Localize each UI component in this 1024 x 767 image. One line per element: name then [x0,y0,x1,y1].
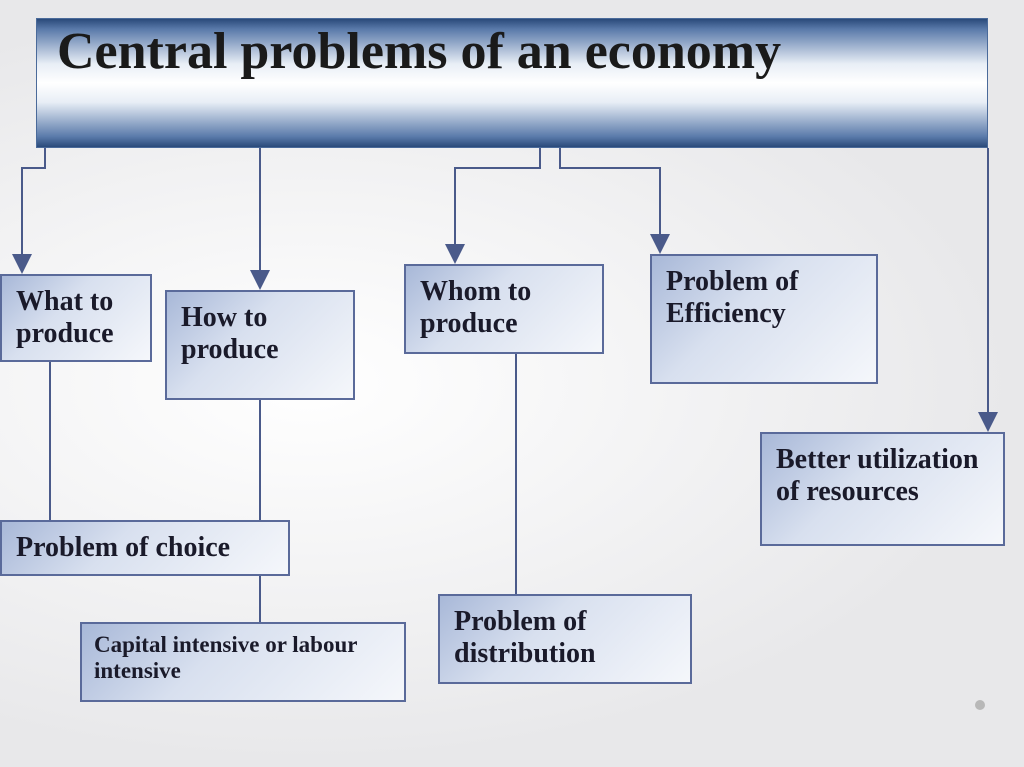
diagram-title: Central problems of an economy [57,23,967,80]
node-efficiency: Problem of Efficiency [650,254,878,384]
node-capital-label: Capital intensive or labour intensive [94,632,392,685]
node-choice: Problem of choice [0,520,290,576]
node-how-label: How to produce [181,302,339,366]
title-box: Central problems of an economy [36,18,988,148]
node-choice-label: Problem of choice [16,532,274,564]
node-distribution: Problem of distribution [438,594,692,684]
decorative-dot [975,700,985,710]
node-whom-label: Whom to produce [420,276,588,340]
node-efficiency-label: Problem of Efficiency [666,266,862,330]
node-utilization: Better utilization of resources [760,432,1005,546]
node-distribution-label: Problem of distribution [454,606,676,670]
node-utilization-label: Better utilization of resources [776,444,989,508]
node-how: How to produce [165,290,355,400]
node-capital: Capital intensive or labour intensive [80,622,406,702]
node-what-label: What to produce [16,286,136,350]
node-what: What to produce [0,274,152,362]
node-whom: Whom to produce [404,264,604,354]
